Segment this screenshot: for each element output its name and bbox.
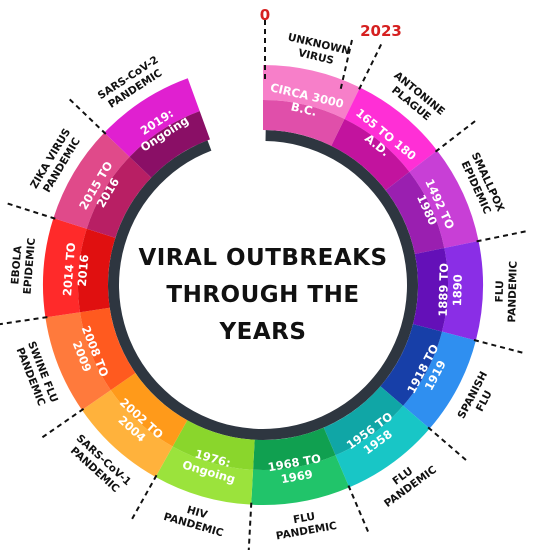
segment-inner-3: [412, 247, 449, 332]
segment-outer-11: [53, 132, 130, 229]
segment-outer-12: [104, 78, 200, 157]
period-line-2: 1969: [280, 467, 314, 486]
segment-inner-12: [129, 111, 210, 178]
segment-layer: [42, 65, 483, 505]
period-line-2: B.C.: [290, 99, 318, 119]
divider-12: [69, 98, 107, 135]
period-line-2: 2016: [75, 254, 92, 287]
center-title: VIRAL OUTBREAKS THROUGH THE YEARS: [138, 245, 387, 345]
divider-4: [473, 339, 523, 354]
period-line-1: 1889 TO: [436, 263, 451, 317]
segment-inner-4: [380, 324, 443, 406]
segment-inner-7: [172, 420, 255, 470]
segment-inner-5: [323, 386, 404, 456]
segment-outer-4: [403, 331, 476, 429]
period-line-2: 1890: [450, 274, 465, 306]
center-title-line-2: THROUGH THE: [166, 282, 359, 308]
segment-inner-11: [86, 156, 152, 238]
segment-outer-10: [42, 218, 87, 318]
divider-2: [434, 120, 476, 153]
event-name-line-1: FLU: [292, 511, 316, 527]
segment-outer-9: [45, 312, 111, 410]
segment-inner-0: [263, 100, 345, 146]
divider-1: [358, 43, 383, 90]
segment-outer-7: [155, 446, 254, 505]
divider-3: [476, 230, 526, 243]
divider-8: [131, 474, 158, 520]
segment-outer-6: [251, 455, 350, 505]
event-name-line-2: EPIDEMIC: [21, 237, 38, 295]
segment-inner-1: [331, 118, 410, 191]
segment-outer-1: [344, 87, 438, 172]
start-marker-label: 0: [260, 6, 270, 24]
divider-11: [7, 202, 56, 220]
segment-inner-9: [80, 307, 136, 391]
event-name-line-1: EBOLA: [9, 244, 24, 285]
event-name-3: FLU PANDEMIC: [494, 260, 520, 322]
segment-outer-8: [81, 390, 173, 477]
divider-7: [247, 502, 253, 553]
divider-10: [0, 316, 48, 326]
segment-outer-5: [335, 405, 430, 488]
center-title-line-3: YEARS: [219, 319, 307, 345]
event-name-line-1: FLU: [494, 280, 507, 302]
event-name-line-1: HIV: [185, 504, 209, 522]
segment-outer-2: [409, 150, 479, 248]
segment-inner-2: [385, 171, 445, 254]
divider-6: [347, 485, 369, 532]
period-line-1: 2014 TO: [60, 242, 78, 297]
segment-inner-6: [253, 427, 336, 471]
end-marker-label: 2023: [360, 22, 402, 40]
event-name-line-2: PANDEMIC: [506, 260, 520, 322]
segment-inner-10: [77, 228, 116, 313]
center-title-line-1: VIRAL OUTBREAKS: [138, 245, 387, 271]
divider-5: [427, 426, 467, 461]
divider-9: [41, 408, 85, 439]
segment-outer-3: [442, 240, 483, 341]
segment-outer-0: [263, 65, 360, 119]
segment-inner-8: [110, 373, 188, 447]
